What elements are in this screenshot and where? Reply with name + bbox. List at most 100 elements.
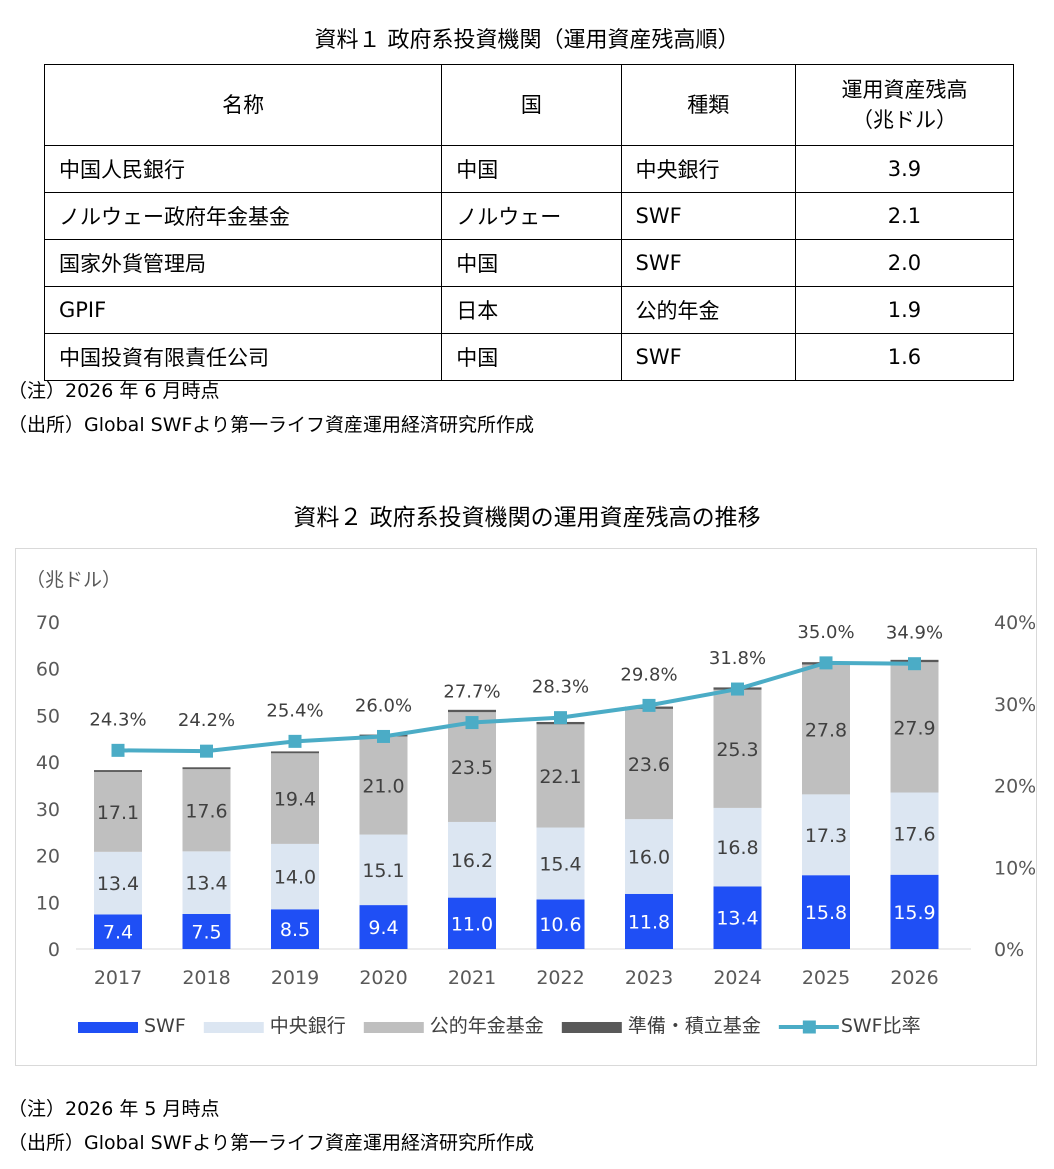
cell-type: SWF <box>620 239 796 287</box>
bar-data-label: 15.1 <box>362 860 404 882</box>
bar-segment <box>271 909 319 949</box>
bar-segment <box>94 914 142 949</box>
cell-name: 国家外貨管理局 <box>43 239 443 287</box>
cell-name: ノルウェー政府年金基金 <box>43 192 443 240</box>
swf-ratio-label: 31.8% <box>709 648 766 669</box>
cell-aum: 2.0 <box>794 239 1015 287</box>
table-row: 国家外貨管理局 中国 SWF 2.0 <box>43 239 1015 287</box>
bar-data-label: 16.2 <box>451 850 493 872</box>
chart2-note: （注）2026 年 5 月時点 <box>8 1098 220 1120</box>
bar-data-label: 27.9 <box>893 717 935 739</box>
cell-aum: 2.1 <box>794 192 1015 240</box>
bar-data-label: 23.5 <box>451 757 493 779</box>
cell-country: ノルウェー <box>441 192 622 240</box>
bar-segment <box>536 827 585 900</box>
bar-data-label: 13.4 <box>716 908 758 930</box>
legend-swatch <box>203 1022 264 1033</box>
bar-segment <box>625 819 673 894</box>
bar-segment <box>271 843 319 910</box>
x-tick-label: 2020 <box>359 967 407 989</box>
bar-segment <box>182 767 231 770</box>
table1-source: （出所）Global SWFより第一ライフ資産運用経済研究所作成 <box>8 414 535 436</box>
bar-segment <box>802 794 850 876</box>
bar-data-label: 11.8 <box>628 911 670 933</box>
bar-data-label: 25.3 <box>716 739 758 761</box>
bar-segment <box>448 897 496 949</box>
y-axis-unit-label: （兆ドル） <box>26 569 121 591</box>
swf-ratio-marker <box>554 711 567 725</box>
legend-swatch <box>363 1022 424 1033</box>
bar-data-label: 17.6 <box>185 800 227 822</box>
bar-segment <box>182 769 231 852</box>
x-tick-label: 2023 <box>625 967 673 989</box>
swf-ratio-label: 35.0% <box>797 622 854 643</box>
bar-segment <box>890 662 939 793</box>
cell-country: 中国 <box>441 145 622 193</box>
y-left-tick-label: 10 <box>36 892 60 914</box>
bar-data-label: 9.4 <box>368 917 398 939</box>
y-left-tick-label: 40 <box>36 752 60 774</box>
swf-ratio-label: 24.2% <box>178 710 235 731</box>
table1-title: 資料１ 政府系投資機関（運用資産残高順） <box>314 28 740 53</box>
swf-ratio-marker <box>731 682 744 696</box>
bar-segment <box>359 905 408 949</box>
cell-name: 中国人民銀行 <box>43 145 443 193</box>
bar-data-label: 19.4 <box>274 789 316 811</box>
cell-name: GPIF <box>43 286 443 334</box>
bar-data-label: 8.5 <box>280 919 310 941</box>
y-right-tick-label: 10% <box>994 857 1035 879</box>
bar-data-label: 17.6 <box>893 824 935 846</box>
y-left-tick-label: 30 <box>36 799 60 821</box>
aum-table: 名称 国 種類 運用資産残高 （兆ドル） 中国人民銀行 中国 中央銀行 3.9 … <box>43 64 1015 381</box>
bar-data-label: 15.9 <box>893 902 935 924</box>
col-header-type: 種類 <box>620 64 796 146</box>
bar-segment <box>713 807 762 887</box>
swf-ratio-marker <box>200 744 213 758</box>
legend-label: 準備・積立基金 <box>628 1015 761 1037</box>
bar-segment <box>713 886 762 949</box>
bar-data-label: 7.4 <box>103 922 133 944</box>
swf-ratio-label: 28.3% <box>532 677 589 698</box>
bar-segment <box>94 771 142 852</box>
chart2-source: （出所）Global SWFより第一ライフ資産運用経済研究所作成 <box>8 1132 535 1154</box>
legend-label: SWF比率 <box>841 1015 921 1037</box>
x-tick-label: 2026 <box>890 967 938 989</box>
bar-segment <box>448 712 496 822</box>
swf-ratio-label: 24.3% <box>89 709 146 730</box>
swf-ratio-marker <box>465 716 479 730</box>
bar-segment <box>890 792 939 875</box>
chart2-title: 資料２ 政府系投資機関の運用資産残高の推移 <box>293 505 761 531</box>
cell-type: 公的年金 <box>620 286 796 334</box>
bar-segment <box>94 851 142 915</box>
x-tick-label: 2017 <box>94 967 142 989</box>
swf-ratio-label: 25.4% <box>266 700 323 721</box>
swf-ratio-marker <box>908 657 921 671</box>
col-header-aum: 運用資産残高 （兆ドル） <box>794 64 1015 146</box>
y-right-tick-label: 20% <box>994 776 1035 798</box>
legend-label: 公的年金基金 <box>430 1015 544 1037</box>
col-header-name: 名称 <box>43 64 443 146</box>
y-left-tick-label: 50 <box>36 705 60 727</box>
bar-segment <box>359 834 408 906</box>
legend-label: 中央銀行 <box>270 1015 346 1037</box>
bar-data-label: 11.0 <box>451 913 493 935</box>
swf-ratio-marker <box>288 734 302 748</box>
bar-data-label: 17.1 <box>97 802 139 824</box>
cell-name: 中国投資有限責任公司 <box>43 333 443 381</box>
col-header-country: 国 <box>441 64 622 146</box>
bar-segment <box>448 821 496 898</box>
chart-area: （兆ドル） 0 10 20 30 40 50 60 70 0% 10% 20% 30% 40% 2017 20… <box>15 548 1037 1066</box>
table-row: ノルウェー政府年金基金 ノルウェー SWF 2.1 <box>43 192 1015 240</box>
legend-swatch <box>561 1022 622 1033</box>
swf-ratio-marker <box>642 698 656 712</box>
bar-data-label: 22.1 <box>539 766 581 788</box>
x-tick-label: 2022 <box>536 967 584 989</box>
swf-ratio-label: 27.7% <box>443 682 500 703</box>
cell-country: 日本 <box>441 286 622 334</box>
swf-ratio-marker <box>819 656 833 670</box>
y-left-tick-label: 70 <box>36 612 60 634</box>
bar-segment <box>802 875 850 949</box>
legend-swatch <box>78 1022 138 1033</box>
bar-segment <box>359 736 408 835</box>
bar-data-label: 15.8 <box>805 902 847 924</box>
